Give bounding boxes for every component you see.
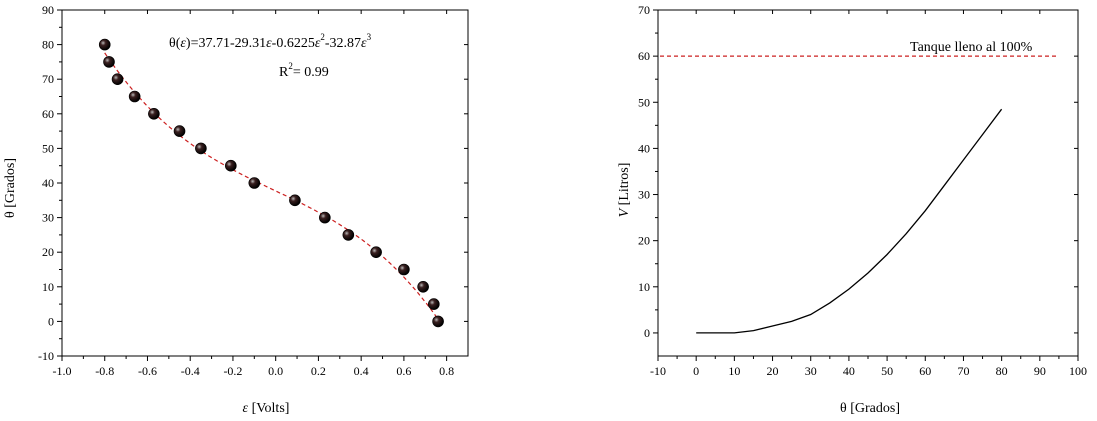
chart1-xtick-label: 0.2 (311, 364, 326, 378)
chart1-ytick-label: 80 (42, 38, 54, 52)
chart1-ytick-label: 60 (42, 107, 54, 121)
chart1-xtick-label: 0.6 (396, 364, 411, 378)
chart1-ytick-label: 20 (42, 245, 54, 259)
chart1-marks (98, 38, 444, 328)
chart2-axes: -10 0 10 20 30 40 50 60 70 80 90 100 0 10 20 30 40 50 60 70 (638, 3, 1087, 378)
chart2-xtick-label: 80 (996, 364, 1008, 378)
chart1-data-point (128, 90, 141, 103)
chart2-xtick-label: -10 (650, 364, 666, 378)
chart2-xtick-label: 20 (767, 364, 779, 378)
chart1-xtick-label: -1.0 (53, 364, 72, 378)
chart2-xtick-label: 0 (693, 364, 699, 378)
chart1-data-point (428, 298, 440, 310)
chart1-equation: θ(ε)=37.71-29.31ε-0.6225ε2-32.87ε3 (169, 32, 372, 51)
chart2-xtick-label: 30 (805, 364, 817, 378)
chart1-ytick-label: 90 (42, 3, 54, 17)
chart2-ytick-label: 70 (638, 3, 650, 17)
chart2-xtick-label: 100 (1069, 364, 1087, 378)
chart1-data-point (417, 280, 429, 293)
chart1-xtick-label: -0.4 (181, 364, 200, 378)
chart2-volume-line (696, 108, 1003, 334)
chart1-ytick-label: 30 (42, 211, 54, 225)
chart2-xtick-label: 50 (881, 364, 893, 378)
chart2-ytick-label: 10 (638, 280, 650, 294)
chart1-fit-line (104, 52, 439, 320)
chart1-ytick-label: 10 (42, 280, 54, 294)
chart1-data-point (195, 142, 207, 155)
chart2-xtick-label: 90 (1034, 364, 1046, 378)
chart1-data-point (248, 177, 261, 189)
chart2-ytick-label: 20 (638, 234, 650, 248)
chart2-ytick-label: 30 (638, 188, 650, 202)
chart1-data-point (432, 315, 444, 328)
chart1-data-point (103, 56, 115, 68)
chart2-ytick-label: 0 (644, 326, 650, 340)
chart1-data-point (173, 125, 186, 137)
chart2-ylabel: V [Litros] (617, 163, 632, 218)
chart2-reference-label: Tanque lleno al 100% (910, 40, 1033, 55)
chart1-xtick-label: 0.4 (354, 364, 369, 378)
chart-theta-vs-epsilon: -1.0 -0.8 -0.6 -0.4 -0.2 0.0 0.2 0.4 0.6 0.8 -10 0 1… (3, 3, 469, 416)
chart1-xtick-label: -0.8 (95, 364, 114, 378)
chart-volume-vs-theta: -10 0 10 20 30 40 50 60 70 80 90 100 0 10 20 30 40 50 60 70… (617, 3, 1087, 416)
chart1-data-point (289, 194, 301, 207)
chart1-xtick-label: 0.8 (439, 364, 454, 378)
chart1-ytick-label: 50 (42, 141, 54, 155)
chart1-xtick-label: -0.6 (138, 364, 157, 378)
chart1-ytick-label: -10 (38, 349, 54, 363)
chart2-xtick-label: 40 (843, 364, 855, 378)
chart1-data-point (398, 263, 410, 276)
chart2-xtick-label: 10 (728, 364, 740, 378)
chart1-data-point (370, 246, 382, 258)
chart2-marks (660, 55, 1059, 334)
chart2-ytick-label: 50 (638, 95, 650, 109)
chart1-data-point (319, 211, 331, 224)
chart1-ytick-label: 40 (42, 176, 54, 190)
chart1-xlabel: ε [Volts] (243, 401, 290, 416)
chart1-data-point (225, 159, 237, 172)
chart2-xtick-label: 70 (957, 364, 969, 378)
chart1-data-point (342, 229, 355, 241)
chart1-ylabel: θ [Grados] (3, 158, 18, 218)
chart2-ytick-label: 40 (638, 141, 650, 155)
chart1-xtick-label: 0.0 (268, 364, 283, 378)
chart2-xlabel: θ [Grados] (840, 401, 900, 416)
chart1-frame (61, 9, 469, 357)
chart2-frame (657, 9, 1079, 357)
chart1-data-point (148, 108, 160, 120)
chart1-ytick-label: 0 (48, 314, 54, 328)
chart1-ytick-label: 70 (42, 72, 54, 86)
chart2-xtick-label: 60 (919, 364, 931, 378)
chart1-xtick-label: -0.2 (223, 364, 242, 378)
chart1-data-point (111, 73, 124, 85)
chart1-axes: -1.0 -0.8 -0.6 -0.4 -0.2 0.0 0.2 0.4 0.6 0.8 -10 0 1… (38, 3, 469, 378)
chart1-r2: R2= 0.99 (279, 61, 329, 80)
chart2-ytick-label: 60 (638, 49, 650, 63)
chart1-data-point (98, 38, 111, 51)
